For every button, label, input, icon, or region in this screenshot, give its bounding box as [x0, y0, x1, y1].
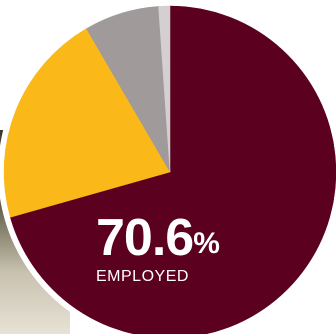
employed-callout: 70.6% EMPLOYED [96, 212, 220, 286]
percent-sign: % [193, 227, 220, 260]
pie-slices [3, 5, 336, 334]
pie-slice-0 [9, 5, 336, 334]
pie-slice-1 [3, 28, 171, 218]
employed-label: EMPLOYED [96, 268, 189, 285]
employed-value: 70.6 [96, 209, 194, 267]
pie-slice-3 [158, 5, 171, 173]
